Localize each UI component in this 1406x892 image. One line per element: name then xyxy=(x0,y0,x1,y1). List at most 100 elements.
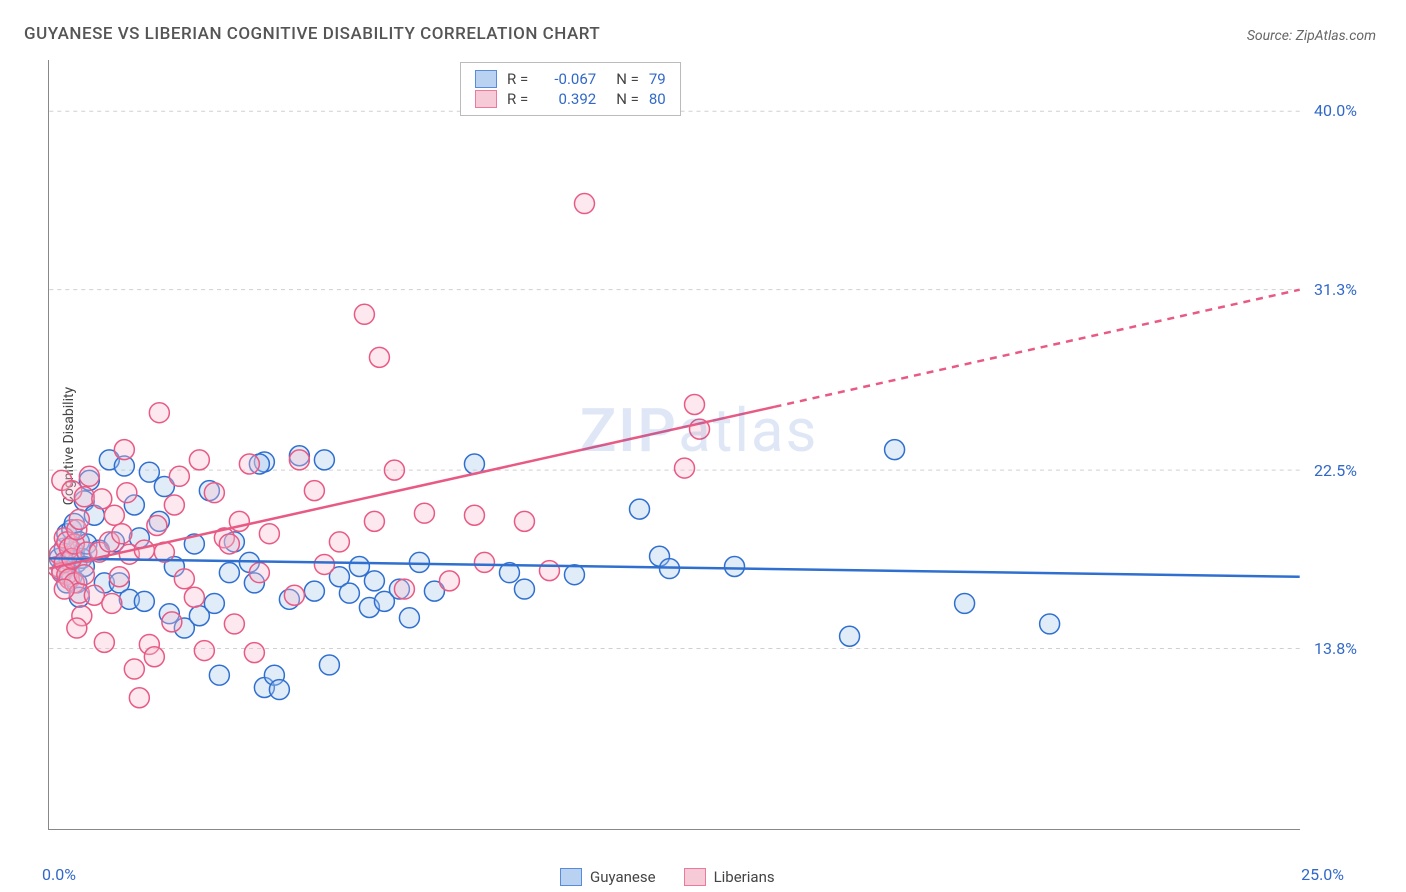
scatter-point xyxy=(564,565,584,585)
scatter-point xyxy=(314,554,334,574)
r-value: 0.392 xyxy=(538,90,596,108)
scatter-point xyxy=(102,593,122,613)
n-label: N = xyxy=(616,90,639,108)
scatter-point xyxy=(147,516,167,536)
scatter-point xyxy=(369,347,389,367)
scatter-point xyxy=(112,524,132,544)
scatter-point xyxy=(94,632,114,652)
scatter-point xyxy=(104,505,124,525)
scatter-point xyxy=(840,626,860,646)
scatter-point xyxy=(675,458,695,478)
y-tick-label: 22.5% xyxy=(1314,461,1357,480)
scatter-point xyxy=(304,481,324,501)
scatter-point xyxy=(630,499,650,519)
scatter-point xyxy=(144,647,164,667)
scatter-point xyxy=(169,466,189,486)
scatter-point xyxy=(955,593,975,613)
scatter-point xyxy=(304,581,324,601)
scatter-point xyxy=(259,524,279,544)
scatter-point xyxy=(74,565,94,585)
scatter-point xyxy=(364,571,384,591)
scatter-point xyxy=(79,466,99,486)
scatter-point xyxy=(439,571,459,591)
scatter-point xyxy=(394,579,414,599)
stats-legend: R = -0.067 N = 79 R = 0.392 N = 80 xyxy=(460,62,681,116)
scatter-point xyxy=(349,557,369,577)
r-value: -0.067 xyxy=(538,70,596,88)
x-max-label: 25.0% xyxy=(1301,865,1344,884)
scatter-point xyxy=(249,563,269,583)
correlation-chart: GUYANESE VS LIBERIAN COGNITIVE DISABILIT… xyxy=(0,0,1406,892)
scatter-point xyxy=(124,659,144,679)
scatter-point xyxy=(109,567,129,587)
scatter-point xyxy=(284,585,304,605)
plot-area xyxy=(48,60,1300,830)
y-tick-label: 31.3% xyxy=(1314,280,1357,299)
scatter-point xyxy=(474,552,494,572)
scatter-point xyxy=(725,557,745,577)
scatter-point xyxy=(314,450,334,470)
legend-item: Guyanese xyxy=(560,868,656,886)
scatter-point xyxy=(209,665,229,685)
n-value: 80 xyxy=(649,90,666,108)
scatter-point xyxy=(539,561,559,581)
scatter-point xyxy=(117,483,137,503)
scatter-point xyxy=(219,563,239,583)
legend-item: Liberians xyxy=(684,868,775,886)
scatter-point xyxy=(224,614,244,634)
legend-swatch xyxy=(684,868,706,886)
scatter-point xyxy=(329,532,349,552)
scatter-point xyxy=(514,511,534,531)
scatter-point xyxy=(319,655,339,675)
scatter-point xyxy=(464,505,484,525)
legend-swatch xyxy=(475,90,497,108)
scatter-point xyxy=(339,583,359,603)
source-label: Source: ZipAtlas.com xyxy=(1247,28,1376,44)
scatter-point xyxy=(574,194,594,214)
scatter-point xyxy=(92,489,112,509)
scatter-point xyxy=(194,641,214,661)
scatter-point xyxy=(129,688,149,708)
scatter-point xyxy=(164,495,184,515)
scatter-point xyxy=(354,304,374,324)
r-label: R = xyxy=(507,90,528,108)
scatter-point xyxy=(162,612,182,632)
trend-line-dashed xyxy=(775,290,1300,407)
scatter-point xyxy=(67,618,87,638)
scatter-point xyxy=(685,395,705,415)
scatter-point xyxy=(414,503,434,523)
scatter-point xyxy=(269,680,289,700)
y-tick-label: 13.8% xyxy=(1314,639,1357,658)
r-label: R = xyxy=(507,70,528,88)
scatter-point xyxy=(289,450,309,470)
scatter-point xyxy=(114,440,134,460)
scatter-point xyxy=(139,462,159,482)
scatter-point xyxy=(364,511,384,531)
scatter-point xyxy=(54,579,74,599)
scatter-point xyxy=(399,608,419,628)
n-label: N = xyxy=(616,70,639,88)
scatter-point xyxy=(219,534,239,554)
scatter-point xyxy=(885,440,905,460)
scatter-point xyxy=(149,403,169,423)
y-tick-label: 40.0% xyxy=(1314,101,1357,120)
scatter-point xyxy=(184,587,204,607)
legend-stat-row: R = -0.067 N = 79 xyxy=(475,69,666,89)
legend-stat-row: R = 0.392 N = 80 xyxy=(475,89,666,109)
scatter-point xyxy=(174,569,194,589)
x-min-label: 0.0% xyxy=(42,865,76,884)
scatter-point xyxy=(384,460,404,480)
scatter-point xyxy=(409,552,429,572)
scatter-point xyxy=(204,593,224,613)
chart-title: GUYANESE VS LIBERIAN COGNITIVE DISABILIT… xyxy=(24,24,600,44)
legend-swatch xyxy=(475,70,497,88)
scatter-point xyxy=(239,454,259,474)
scatter-point xyxy=(514,579,534,599)
legend-series-name: Guyanese xyxy=(590,868,656,886)
scatter-point xyxy=(69,509,89,529)
n-value: 79 xyxy=(649,70,666,88)
scatter-point xyxy=(189,450,209,470)
scatter-point xyxy=(1040,614,1060,634)
legend-swatch xyxy=(560,868,582,886)
scatter-point xyxy=(244,643,264,663)
